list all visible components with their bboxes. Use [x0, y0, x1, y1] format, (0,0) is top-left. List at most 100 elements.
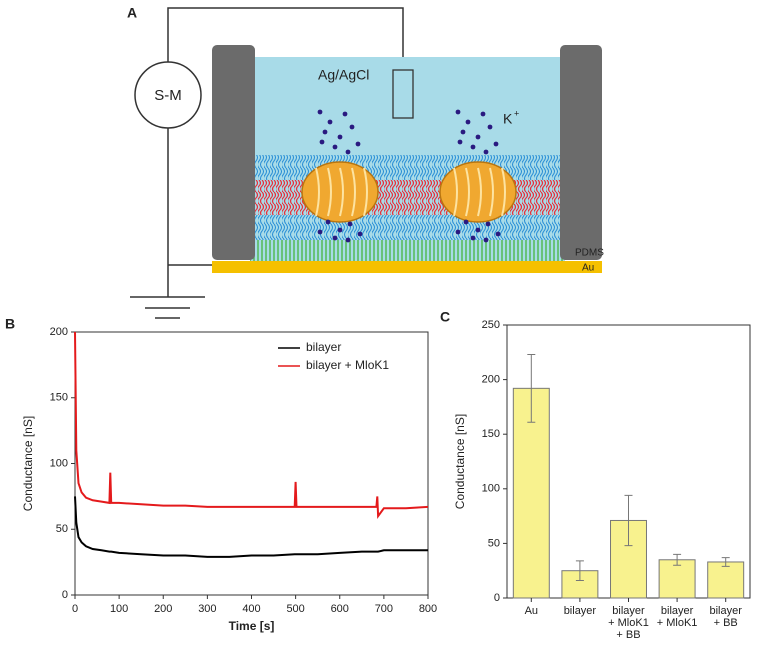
- wall-label: PDMS: [575, 248, 604, 259]
- panel-label: C: [440, 309, 450, 325]
- x-tick-label: 600: [331, 603, 349, 615]
- wall: [212, 45, 255, 260]
- x-axis-label: Time [s]: [229, 619, 275, 633]
- error-bar: [575, 560, 584, 582]
- ion: [327, 119, 333, 125]
- y-tick-label: 150: [50, 392, 68, 404]
- ion: [483, 149, 489, 155]
- ion-label: K: [503, 111, 513, 127]
- ion: [470, 144, 476, 150]
- ion: [319, 139, 325, 145]
- x-tick-label: 100: [110, 603, 128, 615]
- x-tick-label: + MloK1: [657, 617, 698, 629]
- x-tick-label: + BB: [714, 617, 738, 629]
- gold-layer: [212, 261, 602, 273]
- protein-helix: [489, 167, 494, 217]
- ion: [332, 144, 338, 150]
- x-tick-label: Au: [525, 605, 538, 617]
- ion: [355, 141, 361, 147]
- meter: [134, 61, 202, 129]
- ion: [337, 227, 343, 233]
- ion: [475, 227, 481, 233]
- ion: [455, 109, 461, 115]
- ion: [457, 139, 463, 145]
- ion: [342, 111, 348, 117]
- series-line: [74, 496, 428, 558]
- ion: [465, 119, 471, 125]
- electrode-label: Ag/AgCl: [318, 67, 369, 83]
- y-tick-label: 150: [482, 428, 500, 440]
- schematic: A S-M Ag/AgCl K + PDMS Au: [127, 5, 604, 319]
- panel-label: A: [127, 5, 137, 21]
- ion: [483, 237, 489, 243]
- x-tick-label: 0: [72, 603, 78, 615]
- x-tick-label: 400: [242, 603, 260, 615]
- x-tick-label: 200: [154, 603, 172, 615]
- x-tick-label: 500: [286, 603, 304, 615]
- ion: [345, 149, 351, 155]
- ion: [337, 134, 343, 140]
- ion: [460, 129, 466, 135]
- ion: [332, 235, 338, 241]
- tether-layer: [250, 240, 565, 262]
- legend-label: bilayer + MloK1: [306, 358, 389, 372]
- wire: [167, 7, 404, 70]
- wall: [560, 45, 602, 260]
- protein: [439, 161, 517, 223]
- ion-charge: +: [514, 108, 519, 118]
- y-axis-label: Conductance [nS]: [453, 414, 467, 509]
- y-tick-label: 200: [482, 374, 500, 386]
- ion: [357, 231, 363, 237]
- ion: [480, 111, 486, 117]
- y-tick-label: 50: [488, 537, 500, 549]
- y-tick-label: 250: [482, 319, 500, 331]
- protein-helix: [477, 167, 482, 217]
- ion: [317, 229, 323, 235]
- error-bar: [673, 553, 682, 566]
- y-axis-label: Conductance [nS]: [21, 416, 35, 511]
- x-tick-label: bilayer: [709, 605, 742, 617]
- y-tick-label: 50: [56, 523, 68, 535]
- ion: [493, 141, 499, 147]
- x-tick-label: bilayer: [612, 605, 645, 617]
- lipid-layer: [250, 155, 565, 180]
- ion: [345, 237, 351, 243]
- x-tick-label: + MloK1: [608, 617, 649, 629]
- error-bar: [624, 494, 633, 547]
- protein-helix: [315, 167, 320, 217]
- legend-label: bilayer: [306, 340, 341, 354]
- x-tick-label: bilayer: [661, 605, 694, 617]
- electrode: [392, 69, 414, 119]
- substrate-label: Au: [582, 263, 594, 274]
- protein-helix: [501, 167, 506, 217]
- ion: [487, 124, 493, 130]
- y-tick-label: 100: [482, 483, 500, 495]
- series-line: [74, 331, 429, 519]
- ion: [349, 124, 355, 130]
- bar: [707, 561, 745, 599]
- ion: [475, 134, 481, 140]
- ion: [485, 221, 491, 227]
- protein-helix: [465, 167, 470, 217]
- protein-helix: [453, 167, 458, 217]
- ion: [495, 231, 501, 237]
- y-tick-label: 200: [50, 326, 68, 338]
- bar: [512, 387, 550, 599]
- error-bar: [721, 557, 730, 567]
- protein-helix: [327, 167, 332, 217]
- protein-helix: [351, 167, 356, 217]
- x-tick-label: 300: [198, 603, 216, 615]
- ion: [325, 219, 331, 225]
- ion: [470, 235, 476, 241]
- ion: [317, 109, 323, 115]
- protein: [301, 161, 379, 223]
- meter-label: S-M: [154, 87, 182, 104]
- lipid-layer: [250, 215, 565, 240]
- error-bar: [527, 353, 536, 423]
- y-tick-label: 0: [494, 592, 500, 604]
- panel-label: B: [5, 316, 15, 332]
- ion: [463, 219, 469, 225]
- y-tick-label: 0: [62, 589, 68, 601]
- ion: [322, 129, 328, 135]
